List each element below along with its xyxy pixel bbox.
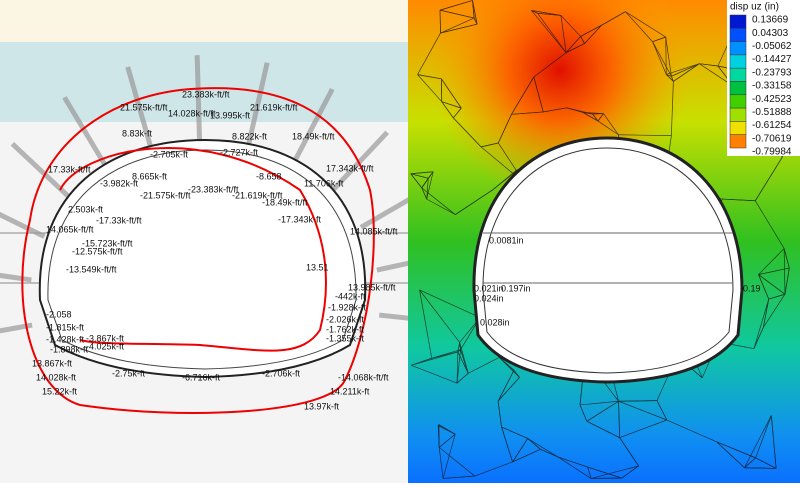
moment-label: -21.575k-ft/ft — [140, 190, 191, 200]
moment-label: -2.727k-ft — [220, 147, 259, 157]
moment-label: 21.575k-ft/ft — [120, 102, 168, 112]
moment-label: 23.383k-ft/ft — [182, 89, 230, 99]
legend-swatch — [730, 55, 746, 68]
moment-label: 17.343k-ft/ft — [326, 163, 374, 173]
legend-title: disp uz (in) — [730, 2, 779, 13]
moment-label: 8.83k-ft — [122, 128, 153, 138]
legend-label: -0.23793 — [752, 67, 792, 78]
moment-label: -1.355k-ft — [326, 333, 365, 343]
moment-label: 11.706k-ft — [304, 178, 344, 188]
moment-label: 13.97k-ft — [304, 401, 340, 411]
moment-label: -2.058 — [46, 309, 72, 319]
moment-label: -2.75k-ft — [112, 368, 146, 378]
legend-swatch — [730, 95, 746, 108]
moment-label: 18.49k-ft/ft — [292, 131, 335, 141]
displacement-label: -0.19 — [740, 283, 761, 293]
legend-label: -0.79984 — [752, 147, 792, 158]
moment-label: -8.658 — [256, 171, 282, 181]
moment-label: -1.428k-ft — [46, 334, 85, 344]
legend-swatch — [730, 108, 746, 121]
displacement-label: 0.0081in — [489, 235, 524, 245]
moment-label: -2.705k-ft — [150, 149, 189, 159]
legend-swatch — [730, 28, 746, 41]
legend-label: -0.70619 — [752, 133, 792, 144]
legend-label: -0.33158 — [752, 81, 792, 92]
legend-label: 0.04303 — [752, 28, 789, 39]
moment-label: -2.026k-ft — [326, 314, 365, 324]
moment-label: -6.716k-ft — [182, 372, 221, 382]
right-panel: disp uz (in) 0.13669 0.04303 -0.05062 -0.14… — [408, 0, 800, 483]
legend-swatch — [730, 68, 746, 81]
moment-label: -3.982k-ft — [100, 178, 139, 188]
moment-label: 14.211k-ft — [330, 386, 370, 396]
moment-label: -17.33k-ft/ft — [96, 215, 142, 225]
displacement-label: 0.021in — [474, 283, 504, 293]
legend-label: -0.61254 — [752, 120, 792, 131]
moment-label: -12.575k-ft/ft — [72, 246, 123, 256]
layer — [0, 0, 408, 42]
legend: 0.13669 0.04303 -0.05062 -0.14427 -0.23793 -0… — [730, 15, 792, 158]
moment-label: 14.085k-ft/ft — [350, 226, 398, 236]
legend-swatch — [730, 82, 746, 95]
moment-label: 8.822k-ft — [232, 131, 268, 141]
left-panel — [0, 0, 454, 483]
moment-label: -4.025k-ft — [86, 341, 125, 351]
legend-swatch — [730, 135, 746, 148]
moment-label: 2.503k-ft — [68, 204, 104, 214]
legend-label: -0.42523 — [752, 94, 792, 105]
moment-label: 21.619k-ft/ft — [250, 102, 298, 112]
legend-swatch — [730, 42, 746, 55]
moment-label: -14.068k-ft/ft — [338, 372, 389, 382]
moment-label: -13.549k-ft/ft — [66, 264, 117, 274]
moment-label: 13.995k-ft — [210, 110, 251, 120]
displacement-label: 0.024in — [474, 293, 504, 303]
moment-label: 17.33k-ft/ft — [48, 164, 91, 174]
moment-label: -2.706k-ft — [262, 368, 301, 378]
moment-label: -442k-ft — [335, 291, 366, 301]
moment-label: -1.928k-ft — [328, 302, 367, 312]
legend-label: -0.05062 — [752, 41, 792, 52]
legend-label: -0.14427 — [752, 54, 792, 65]
moment-label: 14.028k-ft/ft — [168, 108, 216, 118]
moment-label: -17.343k-ft — [278, 214, 322, 224]
moment-label: 14.065k-ft/ft — [46, 224, 94, 234]
moment-label: -1.815k-ft — [46, 322, 85, 332]
legend-swatch — [730, 121, 746, 134]
displacement-label: 0.197in — [501, 283, 531, 293]
moment-label: 14.028k-ft — [36, 372, 77, 382]
legend-label: -0.51888 — [752, 107, 792, 118]
moment-label: 15.22k-ft — [42, 386, 78, 396]
moment-label: 13.51 — [306, 262, 329, 272]
moment-label: -1.898k-ft — [50, 344, 89, 354]
moment-label: 13.867k-ft — [32, 358, 73, 368]
legend-swatch — [730, 15, 746, 28]
moment-label: -18.49k-ft/ft — [262, 197, 308, 207]
legend-label: 0.13669 — [752, 15, 789, 26]
displacement-label: 0.028in — [480, 317, 510, 327]
